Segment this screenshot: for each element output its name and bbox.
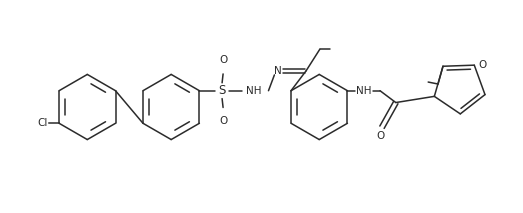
Text: S: S [219, 84, 226, 97]
Text: N: N [275, 66, 282, 76]
Text: O: O [377, 131, 385, 141]
Text: O: O [219, 116, 227, 126]
Text: O: O [219, 55, 227, 65]
Text: O: O [478, 60, 486, 70]
Text: NH: NH [246, 86, 262, 96]
Text: NH: NH [356, 86, 372, 96]
Text: Cl: Cl [38, 118, 48, 128]
